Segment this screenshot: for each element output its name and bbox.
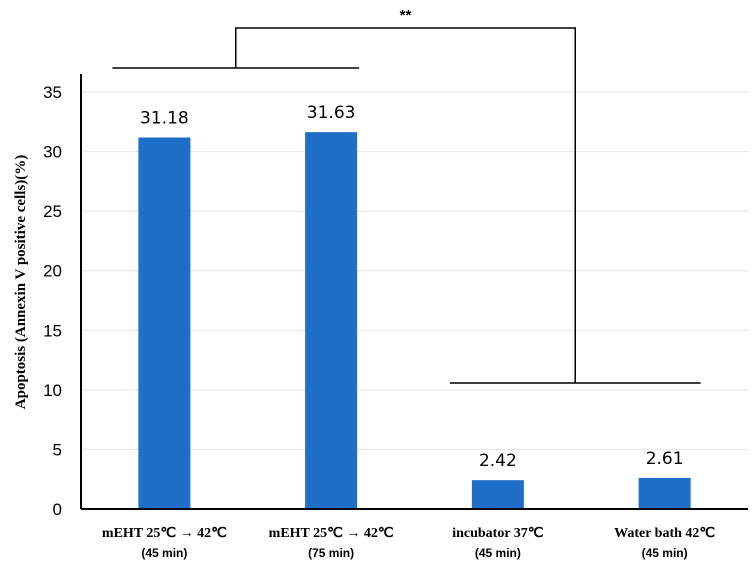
category-labels: mEHT 25℃ → 42℃ (45 min) mEHT 25℃ → 42℃ (75 … xyxy=(102,526,715,560)
y-axis-label: Apoptosis (Annexin V positive cells)(%) xyxy=(13,155,29,409)
bar xyxy=(138,137,191,509)
y-tick-label: 10 xyxy=(43,381,62,400)
bar xyxy=(305,132,358,510)
category-label: incubator 37℃ xyxy=(452,526,544,541)
y-tick-label: 25 xyxy=(43,202,62,221)
y-tick-label: 30 xyxy=(43,143,62,162)
data-label: 31.18 xyxy=(140,109,189,129)
y-tick-label: 15 xyxy=(43,321,62,340)
y-tick-label: 0 xyxy=(53,500,62,519)
bar xyxy=(638,477,691,509)
category-sublabel: (45 min) xyxy=(475,546,521,560)
significance-bracket: ** xyxy=(112,7,701,384)
data-label: 2.42 xyxy=(479,451,517,471)
data-labels: 31.18 31.63 2.42 2.61 xyxy=(140,103,684,471)
y-tick-label: 5 xyxy=(53,440,62,459)
category-sublabel: (45 min) xyxy=(141,546,187,560)
significance-label: ** xyxy=(400,7,412,24)
bracket-connector xyxy=(235,27,576,383)
bar xyxy=(471,480,524,509)
category-sublabel: (75 min) xyxy=(308,546,354,560)
data-label: 31.63 xyxy=(307,103,356,123)
y-tick-label: 20 xyxy=(43,262,62,281)
y-tick-labels: 0 5 10 15 20 25 30 35 xyxy=(43,83,62,519)
bars xyxy=(138,132,691,510)
category-label: mEHT 25℃ → 42℃ xyxy=(269,526,394,541)
gridlines xyxy=(81,91,748,450)
category-label: Water bath 42℃ xyxy=(614,526,715,541)
category-sublabel: (45 min) xyxy=(642,546,688,560)
data-label: 2.61 xyxy=(646,449,684,469)
y-tick-label: 35 xyxy=(43,83,62,102)
category-label: mEHT 25℃ → 42℃ xyxy=(102,526,227,541)
